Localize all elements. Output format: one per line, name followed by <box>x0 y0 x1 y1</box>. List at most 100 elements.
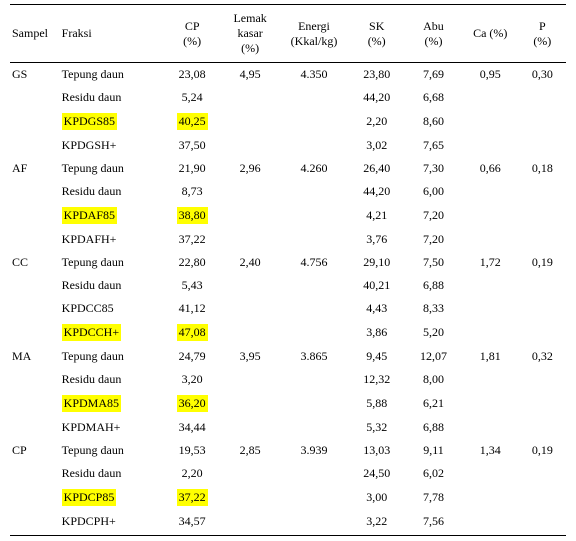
table-row: Residu daun5,4340,216,88 <box>10 274 566 297</box>
cell-energi: 3.939 <box>280 439 349 462</box>
cell-ca <box>462 320 519 345</box>
cell-abu: 7,78 <box>405 485 462 510</box>
cell-energi <box>280 485 349 510</box>
cell-energi: 4.756 <box>280 251 349 274</box>
cell-cp: 21,90 <box>164 157 221 180</box>
cell-fraksi: KPDCP85 <box>60 485 164 510</box>
cell-sk: 5,88 <box>348 391 405 416</box>
cell-energi <box>280 86 349 109</box>
cell-lemak <box>221 297 280 320</box>
cell-sk: 5,32 <box>348 416 405 439</box>
cell-fraksi: KPDAFH+ <box>60 228 164 251</box>
cell-abu: 7,20 <box>405 203 462 228</box>
cell-sampel <box>10 485 60 510</box>
cell-energi <box>280 297 349 320</box>
cell-abu: 12,07 <box>405 345 462 368</box>
cell-sampel <box>10 510 60 536</box>
cell-sk: 24,50 <box>348 462 405 485</box>
cell-cp: 8,73 <box>164 180 221 203</box>
table-row: KPDGSH+37,503,027,65 <box>10 134 566 157</box>
cell-sk: 12,32 <box>348 368 405 391</box>
cell-p <box>519 86 566 109</box>
cell-sk: 3,86 <box>348 320 405 345</box>
cell-cp: 22,80 <box>164 251 221 274</box>
cell-lemak <box>221 416 280 439</box>
cell-fraksi: KPDCC85 <box>60 297 164 320</box>
cell-cp: 41,12 <box>164 297 221 320</box>
cell-energi: 3.865 <box>280 345 349 368</box>
table-body: GSTepung daun23,084,954.35023,807,690,95… <box>10 63 566 536</box>
cell-energi <box>280 368 349 391</box>
table-row: KPDCPH+34,573,227,56 <box>10 510 566 536</box>
cell-lemak <box>221 109 280 134</box>
cell-fraksi: KPDMAH+ <box>60 416 164 439</box>
table-row: KPDMA8536,205,886,21 <box>10 391 566 416</box>
table-row: KPDCP8537,223,007,78 <box>10 485 566 510</box>
table-row: Residu daun8,7344,206,00 <box>10 180 566 203</box>
cell-fraksi: Tepung daun <box>60 345 164 368</box>
cell-cp: 37,50 <box>164 134 221 157</box>
cell-fraksi: KPDMA85 <box>60 391 164 416</box>
cell-sk: 3,00 <box>348 485 405 510</box>
cell-ca <box>462 510 519 536</box>
cell-sampel <box>10 86 60 109</box>
cell-p <box>519 485 566 510</box>
cell-fraksi: Tepung daun <box>60 439 164 462</box>
cell-fraksi: Residu daun <box>60 86 164 109</box>
cell-lemak: 3,95 <box>221 345 280 368</box>
table-row: KPDCCH+47,083,865,20 <box>10 320 566 345</box>
cell-ca <box>462 416 519 439</box>
cell-energi <box>280 510 349 536</box>
cell-p <box>519 203 566 228</box>
cell-fraksi: Tepung daun <box>60 157 164 180</box>
cell-cp: 5,24 <box>164 86 221 109</box>
cell-cp: 3,20 <box>164 368 221 391</box>
cell-fraksi: KPDAF85 <box>60 203 164 228</box>
cell-abu: 9,11 <box>405 439 462 462</box>
cell-sampel: MA <box>10 345 60 368</box>
cell-cp: 23,08 <box>164 63 221 87</box>
cell-lemak <box>221 391 280 416</box>
cell-energi <box>280 462 349 485</box>
cell-lemak <box>221 180 280 203</box>
cell-sk: 2,20 <box>348 109 405 134</box>
cell-p: 0,30 <box>519 63 566 87</box>
cell-sk: 4,21 <box>348 203 405 228</box>
cell-ca <box>462 86 519 109</box>
table-row: CPTepung daun19,532,853.93913,039,111,34… <box>10 439 566 462</box>
cell-abu: 7,20 <box>405 228 462 251</box>
cell-sk: 3,76 <box>348 228 405 251</box>
cell-sk: 29,10 <box>348 251 405 274</box>
cell-sampel: CP <box>10 439 60 462</box>
cell-lemak <box>221 228 280 251</box>
cell-ca <box>462 462 519 485</box>
cell-fraksi: Residu daun <box>60 462 164 485</box>
cell-p <box>519 368 566 391</box>
cell-sk: 13,03 <box>348 439 405 462</box>
cell-cp: 47,08 <box>164 320 221 345</box>
table-row: KPDCC8541,124,438,33 <box>10 297 566 320</box>
cell-p <box>519 320 566 345</box>
cell-abu: 7,69 <box>405 63 462 87</box>
cell-ca: 0,95 <box>462 63 519 87</box>
cell-fraksi: Residu daun <box>60 274 164 297</box>
col-header-ca: Ca (%) <box>462 5 519 63</box>
cell-energi <box>280 320 349 345</box>
cell-cp: 19,53 <box>164 439 221 462</box>
cell-cp: 34,44 <box>164 416 221 439</box>
cell-p <box>519 109 566 134</box>
cell-energi: 4.260 <box>280 157 349 180</box>
cell-sampel: GS <box>10 63 60 87</box>
cell-energi <box>280 274 349 297</box>
cell-ca <box>462 228 519 251</box>
cell-lemak <box>221 203 280 228</box>
cell-cp: 38,80 <box>164 203 221 228</box>
col-header-abu: Abu(%) <box>405 5 462 63</box>
cell-cp: 36,20 <box>164 391 221 416</box>
cell-p <box>519 228 566 251</box>
cell-fraksi: Tepung daun <box>60 251 164 274</box>
cell-lemak: 2,40 <box>221 251 280 274</box>
table-row: KPDGS8540,252,208,60 <box>10 109 566 134</box>
table-row: Residu daun5,2444,206,68 <box>10 86 566 109</box>
table-row: GSTepung daun23,084,954.35023,807,690,95… <box>10 63 566 87</box>
